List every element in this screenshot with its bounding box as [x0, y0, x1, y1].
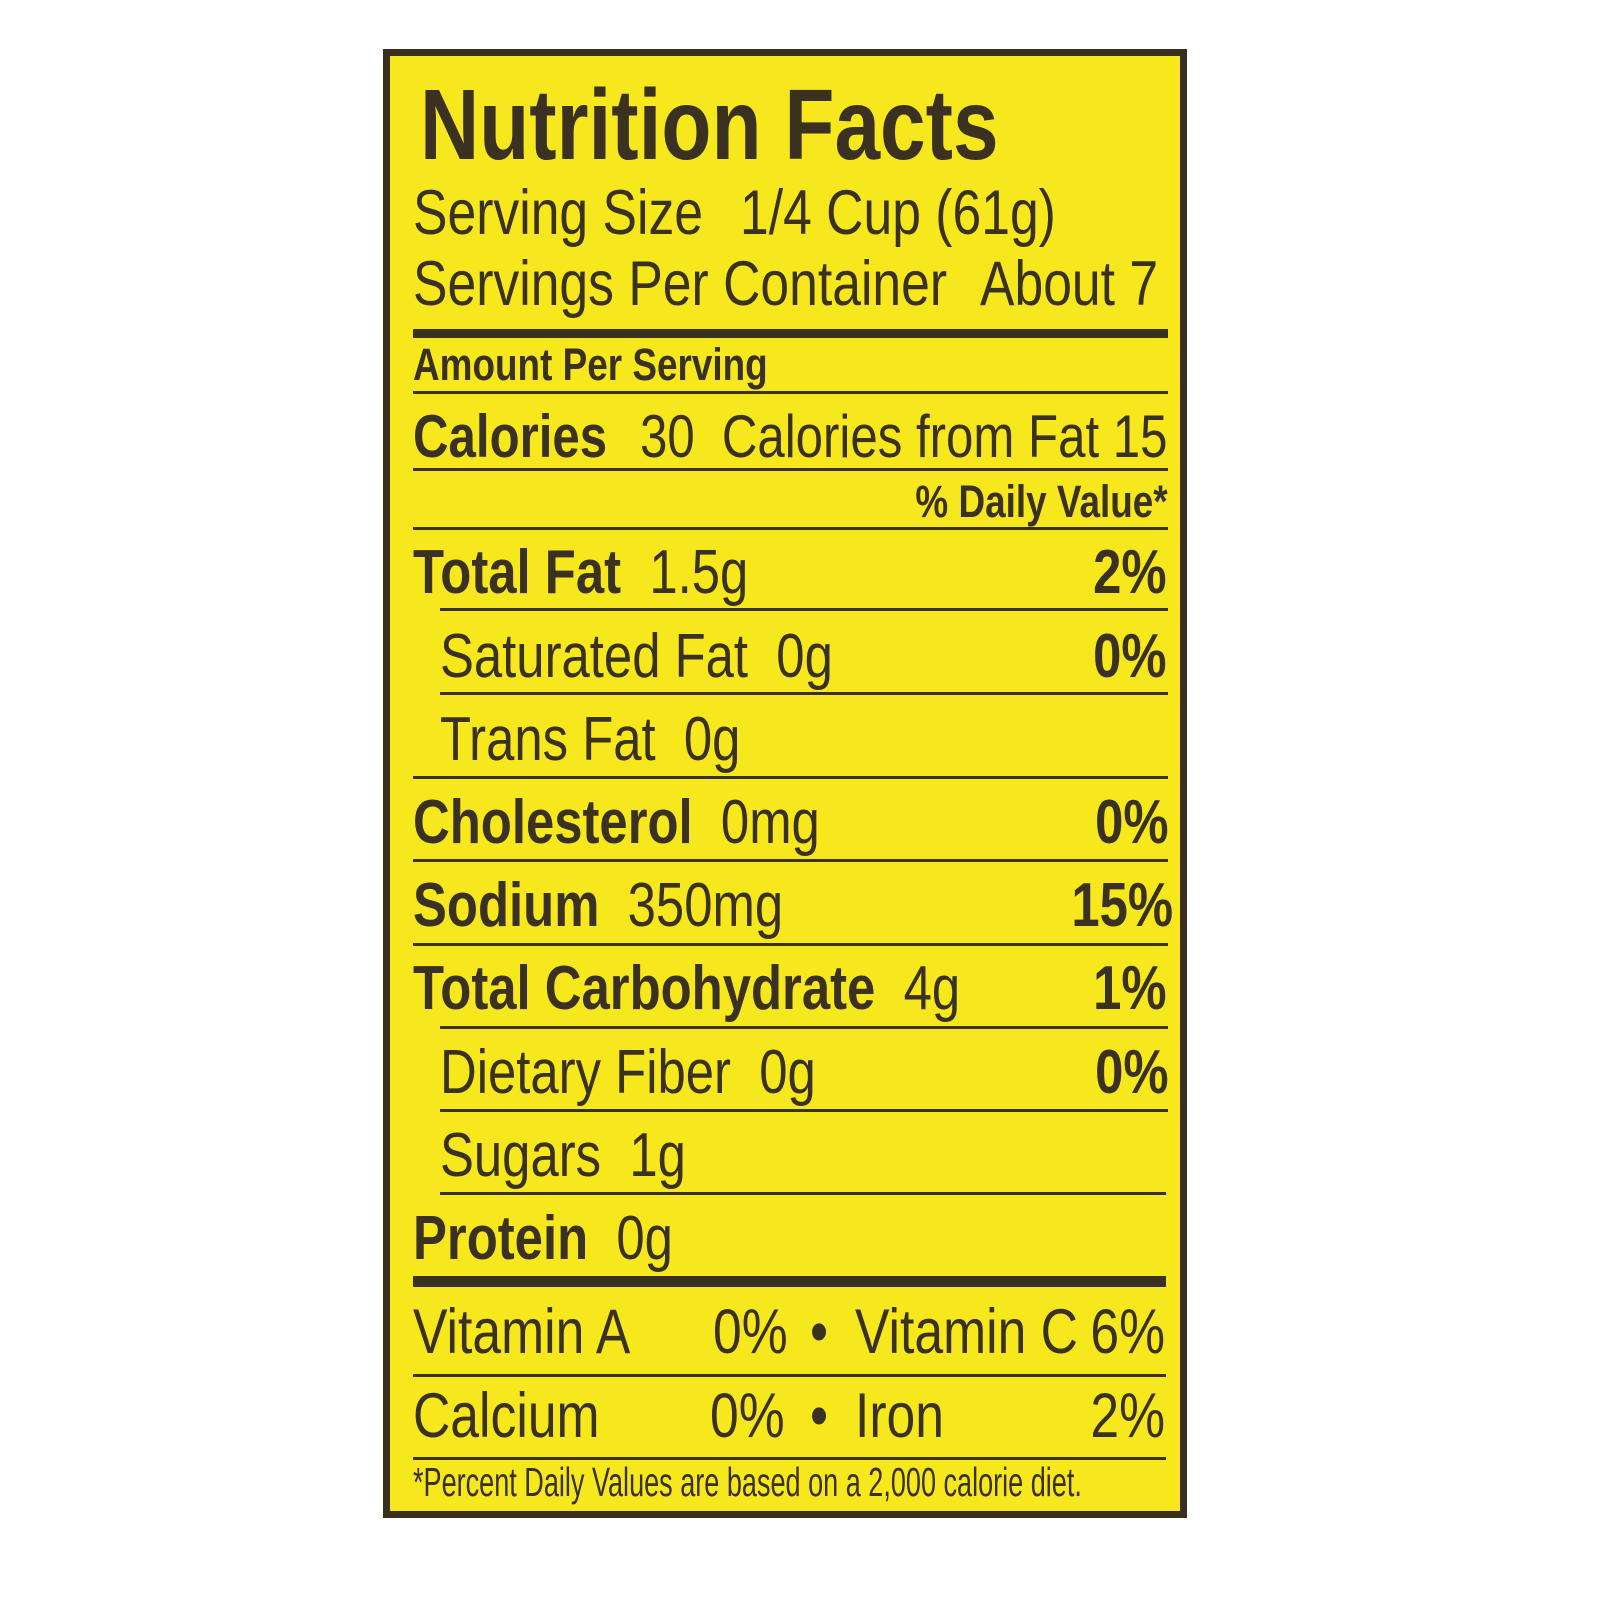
- divider: [440, 692, 1168, 695]
- nutrient-row-cholesterol: Cholesterol 0mg: [413, 792, 820, 854]
- divider: [440, 1192, 1166, 1195]
- nutrient-row-dietary-fiber: Dietary Fiber 0g: [440, 1042, 816, 1104]
- vitamin-c-label: Vitamin C: [855, 1297, 1078, 1367]
- divider: [440, 608, 1168, 611]
- calcium-label: Calcium: [413, 1381, 600, 1451]
- nutrient-row-sugars: Sugars 1g: [440, 1125, 686, 1187]
- nutrient-row-sodium: Sodium 350mg: [413, 875, 783, 937]
- nutrient-amount: 0g: [616, 1204, 673, 1273]
- calories-from-fat-label: Calories from Fat: [722, 403, 1100, 470]
- divider: [413, 943, 1168, 946]
- divider: [413, 527, 1168, 530]
- nutrient-amount: 0g: [683, 705, 741, 774]
- divider: [413, 859, 1168, 862]
- divider: [413, 1374, 1166, 1377]
- calories-from-fat-value: 15: [1113, 403, 1168, 470]
- servings-per-container-value: About 7: [980, 249, 1159, 319]
- nutrient-label: Total Fat: [413, 538, 622, 607]
- nutrient-amount: 350mg: [627, 871, 784, 940]
- nutrient-amount: 1.5g: [649, 538, 749, 607]
- nutrient-amount: 0mg: [720, 788, 820, 857]
- nutrient-row-total-carbohydrate: Total Carbohydrate 4g: [413, 958, 960, 1020]
- divider: [413, 468, 1168, 471]
- nutrient-label: Dietary Fiber: [440, 1038, 731, 1107]
- nutrient-row-saturated-fat: Saturated Fat 0g: [440, 626, 833, 688]
- vitamin-c-value: 6%: [1090, 1297, 1165, 1367]
- nutrient-dv: 1%: [1093, 954, 1167, 1023]
- nutrient-label: Total Carbohydrate: [413, 954, 876, 1023]
- nutrient-row-total-fat: Total Fat 1.5g: [413, 542, 748, 604]
- servings-per-container-label: Servings Per Container: [413, 249, 948, 319]
- nutrient-dv: 0%: [1093, 622, 1167, 691]
- nutrient-label: Trans Fat: [440, 705, 656, 774]
- iron-value: 2%: [1090, 1381, 1165, 1451]
- calcium-value: 0%: [710, 1381, 785, 1451]
- thick-divider: [413, 329, 1168, 338]
- amount-per-serving: Amount Per Serving: [413, 339, 768, 390]
- calories-from-fat: Calories from Fat 15: [722, 407, 1168, 467]
- nutrient-dv: 2%: [1093, 538, 1167, 607]
- daily-value-header: % Daily Value*: [915, 476, 1168, 527]
- footnote: *Percent Daily Values are based on a 2,0…: [413, 1459, 1082, 1505]
- nutrient-label: Saturated Fat: [440, 622, 749, 691]
- divider: [440, 1109, 1168, 1112]
- calories-value: 30: [640, 403, 695, 470]
- serving-size-label: Serving Size: [413, 178, 704, 248]
- vitamin-a-value: 0%: [713, 1297, 788, 1367]
- nutrient-row-trans-fat: Trans Fat 0g: [440, 709, 740, 771]
- nutrient-label: Cholesterol: [413, 788, 693, 857]
- vitamin-a-label: Vitamin A: [413, 1297, 631, 1367]
- nutrient-amount: 1g: [629, 1121, 686, 1190]
- bullet-separator: •: [810, 1297, 829, 1367]
- nutrient-dv: 15%: [1071, 871, 1173, 940]
- nutrient-amount: 4g: [903, 954, 961, 1023]
- divider: [413, 391, 1168, 394]
- nutrient-amount: 0g: [776, 622, 833, 691]
- divider: [440, 1026, 1168, 1029]
- nutrient-row-protein: Protein 0g: [413, 1208, 673, 1270]
- divider: [413, 776, 1168, 779]
- nutrition-facts-label: [383, 49, 1187, 1518]
- nutrient-label: Sodium: [413, 871, 600, 940]
- nutrient-label: Protein: [413, 1204, 589, 1273]
- nutrient-dv: 0%: [1095, 1038, 1169, 1107]
- bullet-separator: •: [810, 1381, 829, 1451]
- nutrient-dv: 0%: [1095, 788, 1169, 857]
- iron-label: Iron: [855, 1381, 945, 1451]
- calories-label: Calories: [413, 403, 608, 470]
- nutrient-amount: 0g: [759, 1038, 816, 1107]
- serving-size-value: 1/4 Cup (61g): [740, 178, 1056, 248]
- title: Nutrition Facts: [420, 69, 999, 181]
- nutrient-label: Sugars: [440, 1121, 602, 1190]
- divider: [413, 1457, 1166, 1460]
- thick-divider: [413, 1276, 1166, 1287]
